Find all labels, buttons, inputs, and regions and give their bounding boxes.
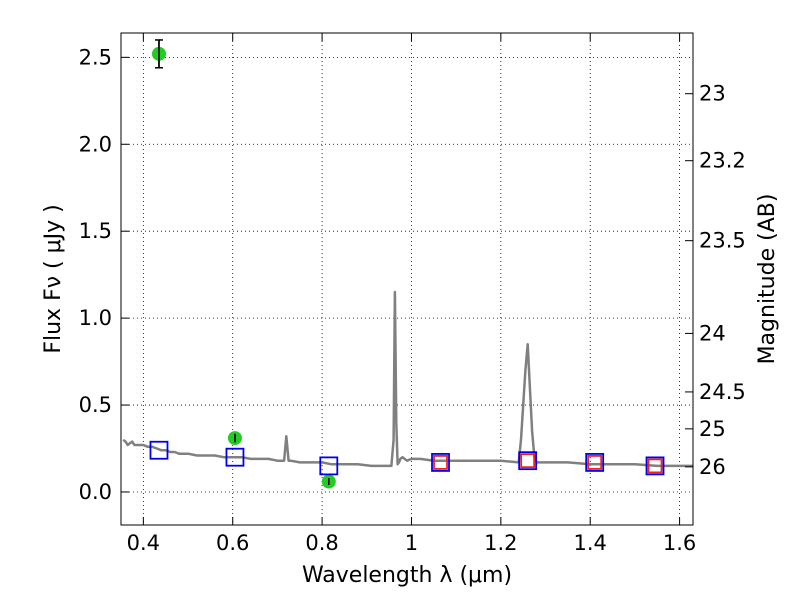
right-axis-label: Magnitude (AB) <box>755 194 780 365</box>
model-square-red <box>587 455 603 470</box>
y-tick-label: 2.0 <box>79 132 112 156</box>
x-tick-label: 0.8 <box>305 531 338 555</box>
y-tick-label: 0.0 <box>79 480 112 504</box>
y-tick-label: 1.0 <box>79 306 112 330</box>
x-tick-label: 0.4 <box>127 531 160 555</box>
model-square-red <box>433 455 448 470</box>
grid <box>121 33 693 525</box>
model-square-blue <box>585 453 605 472</box>
y2-tick-label: 23.2 <box>699 149 746 173</box>
y2-tick-label: 25 <box>699 417 726 441</box>
model-square-blue <box>645 456 665 476</box>
x-tick-label: 1.4 <box>574 531 607 555</box>
y2-tick-label: 24 <box>699 321 726 345</box>
data-layer <box>122 39 693 489</box>
y-tick-label: 0.5 <box>79 393 112 417</box>
ticks <box>121 33 693 525</box>
model-square-blue <box>225 447 245 467</box>
model-square-blue <box>319 456 339 476</box>
x-axis-label: Wavelength λ (μm) <box>302 563 512 588</box>
y-tick-label: 1.5 <box>79 219 112 243</box>
spectrum-line <box>122 290 693 468</box>
y-tick-label: 2.5 <box>79 45 112 69</box>
y2-tick-label: 24.5 <box>699 380 746 404</box>
x-tick-label: 1 <box>405 531 418 555</box>
model-square-red <box>647 458 663 474</box>
x-tick-label: 1.6 <box>663 531 696 555</box>
y2-tick-label: 23.5 <box>699 229 746 253</box>
model-square-blue <box>149 440 169 460</box>
plot-frame <box>120 32 694 526</box>
plot-background <box>121 33 693 525</box>
model-square-red <box>520 453 536 469</box>
x-tick-label: 0.6 <box>216 531 249 555</box>
model-square-blue <box>518 451 538 471</box>
y-axis-label: Flux Fν ( μJy ) <box>41 204 66 353</box>
y2-tick-label: 26 <box>699 455 726 479</box>
x-tick-label: 1.2 <box>484 531 517 555</box>
tick-labels: 0.4 0.6 0.8 1 1.2 1.4 1.6 0.0 0.5 1.0 1.5 2.0 2.5 23 2… <box>79 45 746 555</box>
y2-tick-label: 23 <box>699 82 726 106</box>
model-square-blue <box>431 453 450 472</box>
